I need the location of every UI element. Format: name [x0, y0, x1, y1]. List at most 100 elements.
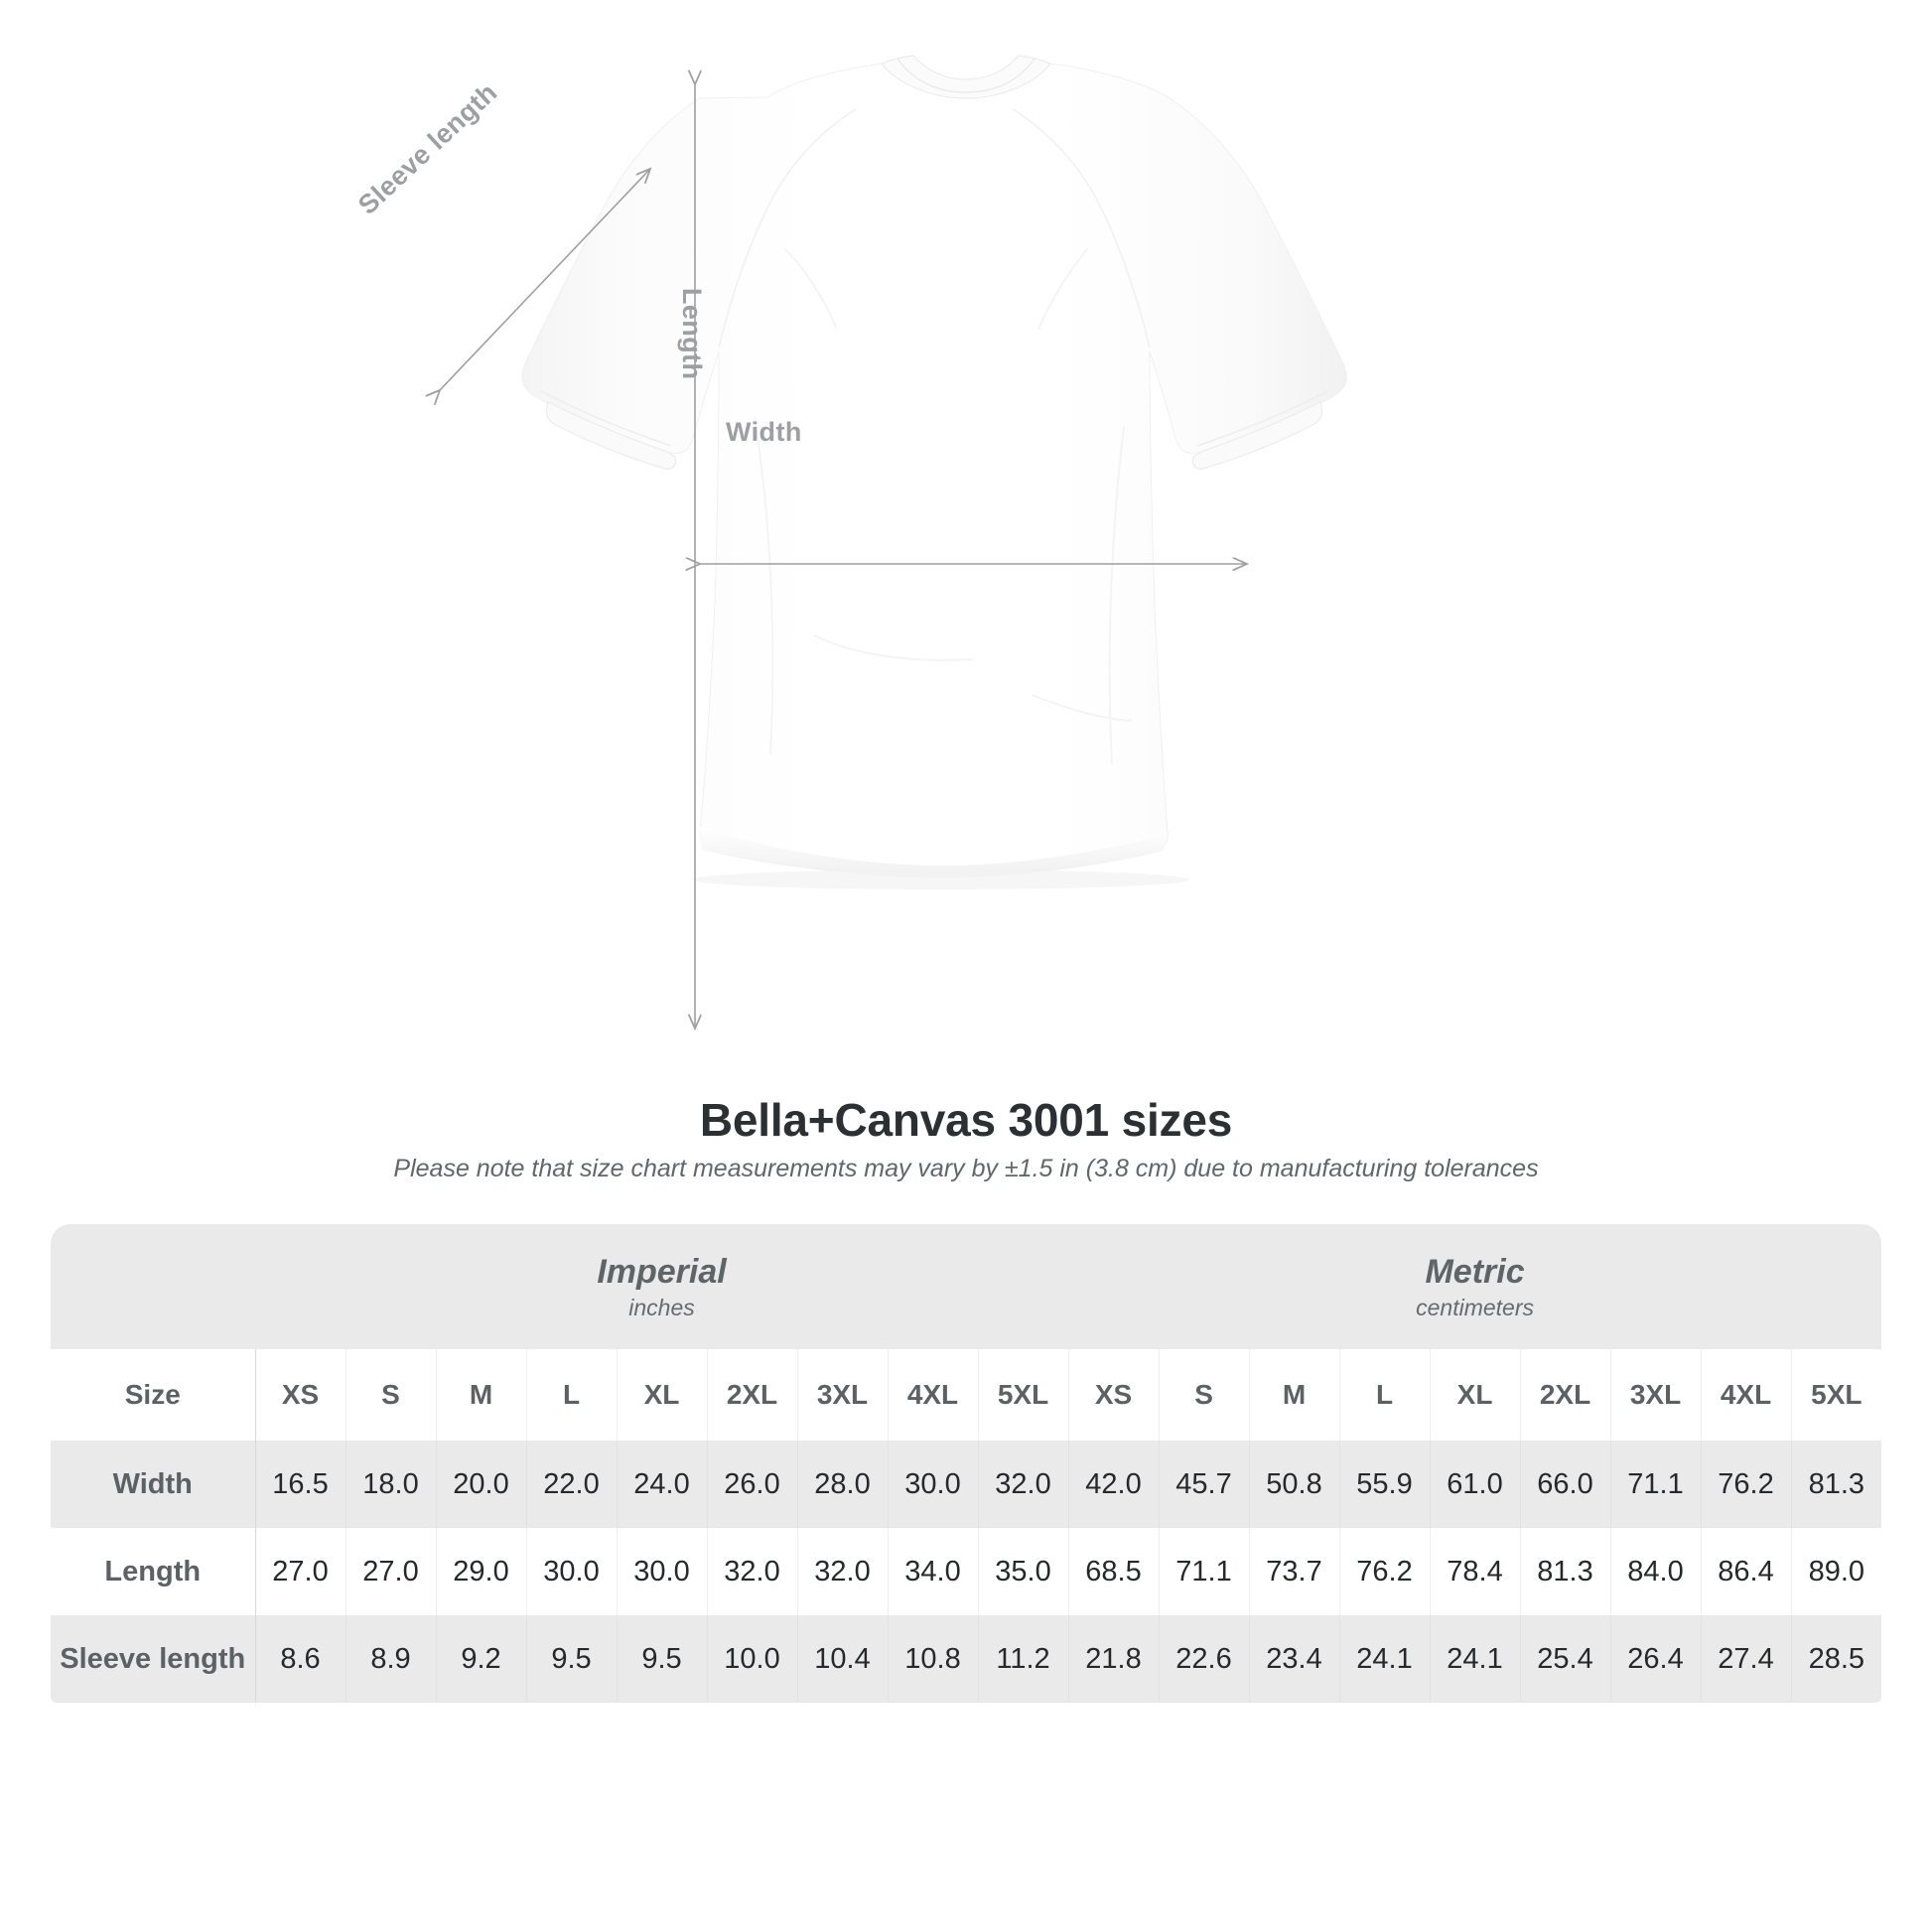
table-row: Width 16.5 18.0 20.0 22.0 24.0 26.0 28.0…	[51, 1441, 1882, 1529]
table-cell: 68.5	[1068, 1528, 1160, 1616]
table-cell: 71.1	[1610, 1441, 1702, 1529]
table-cell: 28.5	[1791, 1615, 1882, 1704]
size-col-header: XL	[1430, 1349, 1521, 1442]
table-cell: 11.2	[978, 1615, 1069, 1704]
unit-group-metric-name: Metric	[1425, 1253, 1525, 1292]
table-cell: 32.0	[797, 1528, 889, 1616]
size-col-header: 2XL	[707, 1349, 798, 1442]
table-row: Sleeve length 8.6 8.9 9.2 9.5 9.5 10.0 1…	[51, 1615, 1882, 1704]
table-cell: 16.5	[255, 1441, 346, 1529]
unit-group-imperial-sub: inches	[628, 1294, 695, 1320]
table-cell: 32.0	[978, 1441, 1069, 1529]
row-label: Sleeve length	[51, 1615, 256, 1704]
table-cell: 24.1	[1339, 1615, 1431, 1704]
size-col-header: XS	[255, 1349, 346, 1442]
table-cell: 29.0	[436, 1528, 527, 1616]
table-cell: 84.0	[1610, 1528, 1702, 1616]
size-col-header: XL	[617, 1349, 708, 1442]
unit-group-imperial: Imperial inches	[255, 1224, 1069, 1350]
table-cell: 23.4	[1249, 1615, 1340, 1704]
table-cell: 20.0	[436, 1441, 527, 1529]
table-cell: 9.2	[436, 1615, 527, 1704]
size-header-row: Size XS S M L XL 2XL 3XL 4XL 5XL XS S M …	[51, 1349, 1882, 1442]
table-cell: 78.4	[1430, 1528, 1521, 1616]
table-cell: 30.0	[617, 1528, 708, 1616]
size-col-header: L	[1339, 1349, 1431, 1442]
size-col-header: M	[1249, 1349, 1340, 1442]
table-cell: 26.4	[1610, 1615, 1702, 1704]
table-cell: 25.4	[1520, 1615, 1611, 1704]
length-label: Length	[677, 288, 707, 380]
unit-group-metric: Metric centimeters	[1068, 1224, 1882, 1350]
table-cell: 86.4	[1701, 1528, 1792, 1616]
size-col-header: S	[1159, 1349, 1250, 1442]
table-cell: 34.0	[888, 1528, 979, 1616]
table-cell: 66.0	[1520, 1441, 1611, 1529]
table-cell: 42.0	[1068, 1441, 1160, 1529]
table-cell: 22.0	[526, 1441, 618, 1529]
size-chart-heading: Bella+Canvas 3001 sizes Please note that…	[0, 1094, 1932, 1184]
table-cell: 76.2	[1339, 1528, 1431, 1616]
table-cell: 8.9	[345, 1615, 437, 1704]
table-cell: 50.8	[1249, 1441, 1340, 1529]
table-cell: 10.8	[888, 1615, 979, 1704]
width-label: Width	[726, 417, 802, 447]
row-label: Length	[51, 1528, 256, 1616]
table-cell: 9.5	[526, 1615, 618, 1704]
size-col-header: 4XL	[1701, 1349, 1792, 1442]
table-cell: 45.7	[1159, 1441, 1250, 1529]
size-col-header: XS	[1068, 1349, 1160, 1442]
table-cell: 27.4	[1701, 1615, 1792, 1704]
table-cell: 21.8	[1068, 1615, 1160, 1704]
unit-group-row: Imperial inches Metric centimeters	[51, 1224, 1882, 1350]
unit-group-imperial-name: Imperial	[597, 1253, 727, 1292]
size-col-header: 5XL	[1791, 1349, 1882, 1442]
unit-group-metric-sub: centimeters	[1416, 1294, 1534, 1320]
size-col-header: S	[345, 1349, 437, 1442]
table-cell: 10.4	[797, 1615, 889, 1704]
table-cell: 24.1	[1430, 1615, 1521, 1704]
table-cell: 30.0	[888, 1441, 979, 1529]
size-chart-illustration: Sleeve length Length Width	[0, 55, 1347, 1092]
table-cell: 76.2	[1701, 1441, 1792, 1529]
table-cell: 81.3	[1520, 1528, 1611, 1616]
table-cell: 61.0	[1430, 1441, 1521, 1529]
table-cell: 10.0	[707, 1615, 798, 1704]
table-cell: 27.0	[345, 1528, 437, 1616]
size-col-header: 2XL	[1520, 1349, 1611, 1442]
size-col-header: M	[436, 1349, 527, 1442]
unit-row-corner	[51, 1224, 255, 1350]
tshirt-diagram-svg	[0, 55, 1347, 1092]
size-col-header: 5XL	[978, 1349, 1069, 1442]
size-header-label: Size	[51, 1349, 256, 1442]
sleeve-length-arrow	[440, 169, 650, 390]
dimension-lines	[440, 84, 1247, 1029]
table-cell: 22.6	[1159, 1615, 1250, 1704]
table-cell: 26.0	[707, 1441, 798, 1529]
table-cell: 18.0	[345, 1441, 437, 1529]
size-table-wrapper: Imperial inches Metric centimeters Size …	[51, 1224, 1882, 1704]
table-cell: 35.0	[978, 1528, 1069, 1616]
table-cell: 8.6	[255, 1615, 346, 1704]
table-cell: 32.0	[707, 1528, 798, 1616]
table-cell: 81.3	[1791, 1441, 1882, 1529]
table-cell: 27.0	[255, 1528, 346, 1616]
size-col-header: 3XL	[797, 1349, 889, 1442]
row-label: Width	[51, 1441, 256, 1529]
size-col-header: 4XL	[888, 1349, 979, 1442]
size-col-header: L	[526, 1349, 618, 1442]
table-row: Length 27.0 27.0 29.0 30.0 30.0 32.0 32.…	[51, 1528, 1882, 1616]
tshirt-shape	[521, 55, 1347, 890]
size-col-header: 3XL	[1610, 1349, 1702, 1442]
table-cell: 73.7	[1249, 1528, 1340, 1616]
page-title: Bella+Canvas 3001 sizes	[699, 1094, 1233, 1146]
tolerance-note: Please note that size chart measurements…	[393, 1154, 1539, 1182]
table-cell: 89.0	[1791, 1528, 1882, 1616]
table-cell: 24.0	[617, 1441, 708, 1529]
table-cell: 9.5	[617, 1615, 708, 1704]
table-cell: 71.1	[1159, 1528, 1250, 1616]
table-cell: 28.0	[797, 1441, 889, 1529]
table-cell: 55.9	[1339, 1441, 1431, 1529]
table-cell: 30.0	[526, 1528, 618, 1616]
size-table: Imperial inches Metric centimeters Size …	[51, 1224, 1882, 1704]
